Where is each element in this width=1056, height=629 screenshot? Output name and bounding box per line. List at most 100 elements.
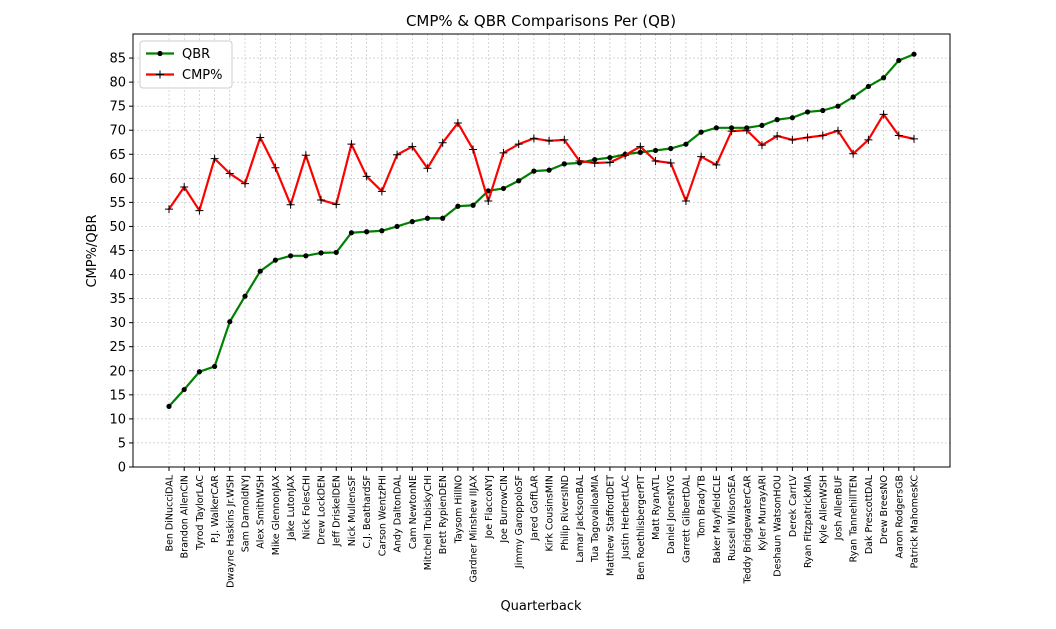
data-point [225, 169, 234, 178]
data-point [804, 109, 811, 115]
x-tick-label: Matt RyanATL [651, 474, 662, 540]
data-point [575, 157, 584, 166]
x-tick-label: Cam NewtonNE [408, 475, 419, 549]
data-point [288, 253, 294, 259]
x-tick-label: Jake LutonJAX [286, 475, 297, 541]
x-tick-label: Ryan FitzpatrickMIA [803, 475, 814, 569]
data-point [165, 205, 173, 214]
data-point [803, 133, 812, 142]
data-point [242, 293, 248, 299]
data-point [318, 250, 324, 256]
y-axis: 0 5 10 15 20 25 30 35 40 45 50 55 60 65 70 75 80 85 [109, 52, 133, 476]
data-point [333, 249, 339, 256]
data-point [286, 200, 295, 209]
series-group [165, 51, 918, 409]
data-point [666, 158, 675, 167]
data-point [166, 403, 172, 409]
data-point [423, 164, 432, 173]
data-point [651, 157, 660, 166]
x-tick-label: Aaron RodgersGB [894, 475, 905, 559]
x-tick-label: Kyle AllenWSH [818, 475, 829, 544]
legend-item: QBR [146, 47, 210, 62]
x-tick-label: Tua TagovailoaMIA [590, 475, 601, 563]
legend: QBR CMP% [139, 40, 233, 89]
x-tick-label: Patrick MahomesKC [910, 475, 921, 569]
data-point [424, 215, 431, 221]
y-tick-label: 45 [109, 244, 126, 259]
data-point [347, 140, 356, 149]
x-tick-label: Brett RypienDEN [438, 475, 449, 554]
data-point [788, 135, 797, 144]
series-line [168, 113, 915, 212]
data-point [303, 253, 309, 259]
x-tick-label: Deshaun WatsonHOU [773, 475, 784, 577]
x-tick-label: Alex SmithWSH [256, 475, 267, 549]
data-point [698, 129, 704, 135]
y-tick-label: 50 [109, 220, 126, 235]
data-point [683, 141, 689, 147]
data-point [195, 206, 204, 215]
x-tick-label: Dwayne Haskins Jr.WSH [225, 475, 236, 588]
data-point [757, 141, 766, 150]
x-tick-label: Jimmy GaroppoloSF [514, 475, 525, 569]
data-point [180, 182, 189, 191]
x-tick-label: Tyrod TaylorLAC [195, 475, 206, 551]
x-tick-label: Garrett GilbertDAL [681, 474, 692, 563]
x-tick-label: Joe BurrowCIN [499, 475, 510, 544]
data-point [636, 142, 645, 151]
data-point [668, 145, 674, 152]
data-point [394, 223, 400, 230]
y-tick-label: 75 [109, 100, 126, 115]
x-tick-label: Josh AllenBUF [833, 475, 844, 541]
data-point [377, 187, 386, 196]
x-tick-label: Carson WentzPHI [377, 475, 388, 556]
y-tick-label: 80 [109, 76, 126, 91]
y-tick-label: 0 [118, 461, 126, 476]
x-tick-label: Matthew StaffordDET [605, 475, 616, 576]
x-tick-label: Nick MullensSF [347, 475, 358, 546]
data-point [332, 200, 341, 209]
y-tick-label: 5 [118, 436, 126, 451]
data-point [301, 151, 310, 160]
legend-label: CMP% [182, 68, 223, 83]
x-tick-label: Baker MayfieldCLE [712, 475, 723, 563]
y-tick-label: 20 [109, 364, 126, 379]
data-point [514, 140, 523, 149]
data-point [364, 229, 370, 235]
data-point [605, 158, 614, 167]
series-qbr [166, 51, 917, 409]
legend-item: CMP% [146, 68, 223, 83]
data-point [759, 122, 765, 129]
x-tick-label: P.J. WalkerCAR [210, 475, 221, 543]
x-tick-label: Taysom HillNO [453, 475, 464, 544]
y-tick-label: 10 [109, 412, 126, 427]
x-tick-label: Brandon AllenCIN [180, 475, 191, 558]
x-tick-label: Ben DiNucciDAL [165, 474, 176, 551]
x-tick-label: Drew LockDEN [317, 475, 328, 545]
x-tick-label: Nick FolesCHI [301, 475, 312, 539]
data-point [637, 149, 643, 155]
y-tick-label: 65 [109, 148, 126, 163]
data-point [590, 158, 599, 167]
data-point [818, 131, 827, 140]
data-point [896, 57, 902, 64]
data-point [470, 202, 476, 208]
data-point [850, 94, 856, 100]
data-point [227, 319, 233, 325]
x-tick-label: Sam DarnoldNYJ [241, 475, 252, 552]
data-point [545, 136, 554, 145]
data-point [393, 150, 402, 159]
data-point [196, 369, 203, 375]
x-tick-label: Andy DaltonDAL [393, 474, 404, 552]
y-tick-label: 15 [109, 388, 126, 403]
data-point [529, 134, 538, 143]
data-point [438, 138, 447, 147]
x-tick-label: Daniel JonesNYG [666, 475, 677, 554]
x-tick-label: Ben RoethlisbergerPIT [636, 475, 647, 580]
data-point [516, 178, 522, 184]
data-point [560, 135, 569, 144]
legend-marker [156, 70, 164, 79]
x-tick-label: Justin HerbertLAC [621, 475, 632, 560]
data-point [789, 115, 795, 121]
